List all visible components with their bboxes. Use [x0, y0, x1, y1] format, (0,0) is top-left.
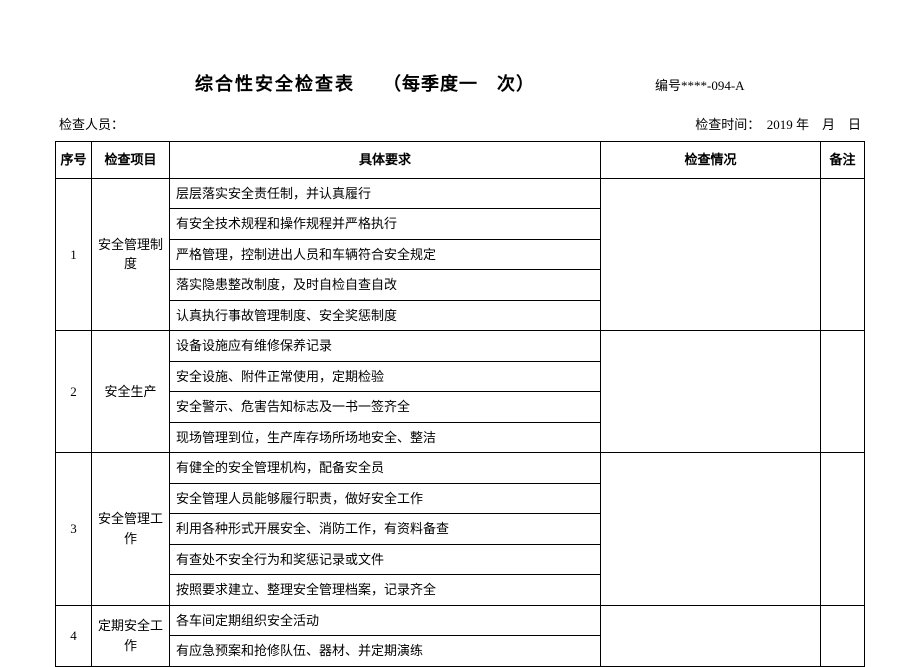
cell-check-status	[601, 331, 821, 453]
cell-requirement: 有健全的安全管理机构，配备安全员	[170, 453, 601, 484]
doc-title-main: 综合性安全检查表	[195, 70, 355, 96]
doc-number: 编号****-094-A	[655, 75, 745, 94]
cell-no: 2	[56, 331, 92, 453]
header-req: 具体要求	[170, 142, 601, 179]
cell-requirement: 落实隐患整改制度，及时自检自查自改	[170, 270, 601, 301]
cell-note	[821, 331, 865, 453]
header-no: 序号	[56, 142, 92, 179]
cell-note	[821, 605, 865, 666]
table-row: 3安全管理工作有健全的安全管理机构，配备安全员	[56, 453, 865, 484]
cell-requirement: 按照要求建立、整理安全管理档案，记录齐全	[170, 575, 601, 606]
inspection-table: 序号 检查项目 具体要求 检查情况 备注 1安全管理制度层层落实安全责任制，并认…	[55, 141, 865, 667]
cell-item: 定期安全工作	[92, 605, 170, 666]
title-row: 综合性安全检查表 （每季度一 次） 编号****-094-A	[55, 70, 865, 96]
cell-requirement: 各车间定期组织安全活动	[170, 605, 601, 636]
document-page: 综合性安全检查表 （每季度一 次） 编号****-094-A 检查人员： 检查时…	[0, 0, 920, 667]
table-header-row: 序号 检查项目 具体要求 检查情况 备注	[56, 142, 865, 179]
cell-requirement: 安全管理人员能够履行职责，做好安全工作	[170, 483, 601, 514]
cell-requirement: 认真执行事故管理制度、安全奖惩制度	[170, 300, 601, 331]
table-row: 4定期安全工作各车间定期组织安全活动	[56, 605, 865, 636]
cell-requirement: 安全设施、附件正常使用，定期检验	[170, 361, 601, 392]
cell-item: 安全管理制度	[92, 178, 170, 331]
cell-no: 4	[56, 605, 92, 666]
header-chk: 检查情况	[601, 142, 821, 179]
cell-requirement: 有查处不安全行为和奖惩记录或文件	[170, 544, 601, 575]
cell-check-status	[601, 453, 821, 606]
inspector-label: 检查人员：	[59, 114, 124, 133]
cell-requirement: 利用各种形式开展安全、消防工作，有资料备查	[170, 514, 601, 545]
cell-item: 安全管理工作	[92, 453, 170, 606]
cell-requirement: 设备设施应有维修保养记录	[170, 331, 601, 362]
cell-check-status	[601, 178, 821, 331]
cell-note	[821, 178, 865, 331]
inspection-time-label: 检查时间： 2019 年 月 日	[695, 114, 861, 133]
cell-note	[821, 453, 865, 606]
doc-title-sub: （每季度一 次）	[383, 70, 535, 96]
cell-requirement: 严格管理，控制进出人员和车辆符合安全规定	[170, 239, 601, 270]
cell-requirement: 层层落实安全责任制，并认真履行	[170, 178, 601, 209]
cell-requirement: 安全警示、危害告知标志及一书一签齐全	[170, 392, 601, 423]
cell-check-status	[601, 605, 821, 666]
cell-requirement: 现场管理到位，生产库存场所场地安全、整洁	[170, 422, 601, 453]
table-row: 2安全生产设备设施应有维修保养记录	[56, 331, 865, 362]
header-note: 备注	[821, 142, 865, 179]
cell-requirement: 有安全技术规程和操作规程并严格执行	[170, 209, 601, 240]
meta-row: 检查人员： 检查时间： 2019 年 月 日	[55, 114, 865, 133]
cell-no: 3	[56, 453, 92, 606]
table-row: 1安全管理制度层层落实安全责任制，并认真履行	[56, 178, 865, 209]
cell-item: 安全生产	[92, 331, 170, 453]
cell-no: 1	[56, 178, 92, 331]
header-item: 检查项目	[92, 142, 170, 179]
